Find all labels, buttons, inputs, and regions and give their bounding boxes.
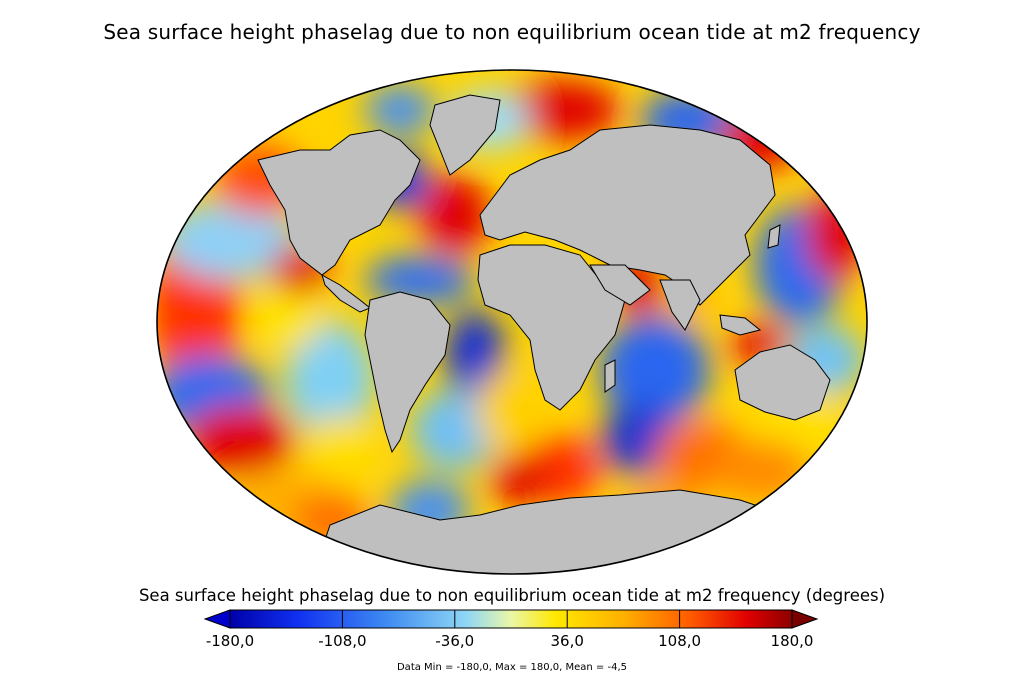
eurasia [479, 124, 776, 306]
globe-outline [156, 69, 868, 575]
colorbar-extend-low [203, 609, 231, 629]
madagascar [604, 359, 616, 393]
tick-label: -108,0 [318, 632, 367, 650]
tick-label: 108,0 [658, 632, 702, 650]
tick-label: -36,0 [435, 632, 475, 650]
india [659, 279, 701, 331]
se-asia-islands [719, 314, 762, 336]
map-title: Sea surface height phaselag due to non e… [103, 20, 921, 44]
colorbar [203, 609, 819, 629]
colorbar-gradient [229, 609, 793, 629]
central-america [321, 273, 371, 313]
south-america [364, 291, 451, 454]
colorbar-ticks [229, 610, 793, 628]
north-america [257, 129, 421, 276]
japan [767, 224, 781, 249]
australia [734, 344, 831, 421]
ocean-phase-field [157, 70, 867, 574]
colorbar-label: Sea surface height phaselag due to non e… [138, 586, 886, 605]
tick-label: 36,0 [550, 632, 584, 650]
colorbar-extend-high [791, 609, 819, 629]
africa [477, 244, 626, 411]
new-zealand [841, 418, 853, 446]
tick-label: -180,0 [205, 632, 255, 650]
arabia [589, 264, 651, 306]
tick-label: 180,0 [770, 632, 814, 650]
data-stats: Data Min = -180,0, Max = 180,0, Mean = -… [396, 662, 628, 673]
greenland [429, 94, 501, 176]
